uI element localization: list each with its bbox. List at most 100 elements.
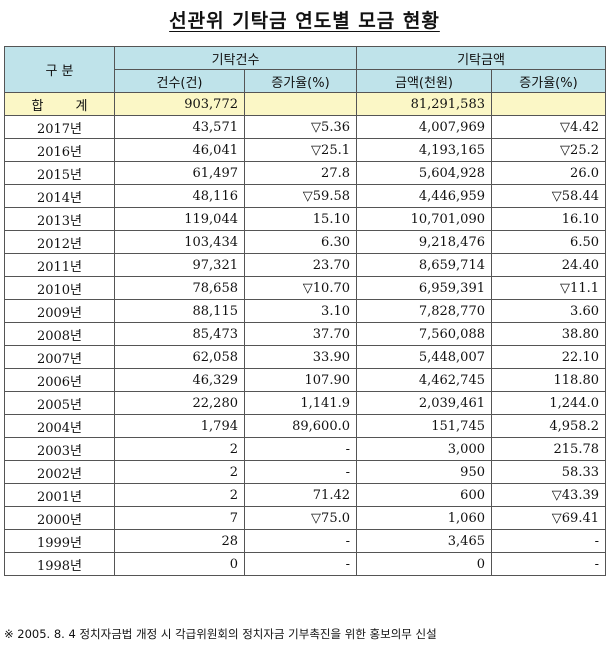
row-count-rate: 1,141.9 <box>244 391 357 415</box>
table-row: 1999년 28-3,465- <box>4 529 606 553</box>
row-year: 2007년 <box>4 345 115 369</box>
row-amount: 8,659,714 <box>356 253 492 277</box>
row-year: 2001년 <box>4 483 115 507</box>
row-count: 85,473 <box>114 322 245 346</box>
row-count: 103,434 <box>114 230 245 254</box>
total-label: 합 계 <box>4 92 115 116</box>
row-amount-rate: 16.10 <box>491 207 606 231</box>
table-row: 2001년 2 71.42 600 ▽43.39 <box>4 483 606 507</box>
table-row: 2000년 7 ▽75.0 1,060 ▽69.41 <box>4 506 606 530</box>
table-row: 2011년 97,321 23.70 8,659,714 24.40 <box>4 253 606 277</box>
total-count: 903,772 <box>114 92 245 116</box>
row-count: 28 <box>114 529 245 553</box>
header-count-group: 기탁건수 <box>114 46 357 70</box>
table-row: 2006년 46,329 107.90 4,462,745 118.80 <box>4 368 606 392</box>
row-amount: 151,745 <box>356 414 492 438</box>
row-year: 2004년 <box>4 414 115 438</box>
row-year: 2009년 <box>4 299 115 323</box>
row-year: 2017년 <box>4 115 115 139</box>
table-row: 2014년 48,116 ▽59.58 4,446,959 ▽58.44 <box>4 184 606 208</box>
table-row: 2007년 62,058 33.90 5,448,007 22.10 <box>4 345 606 369</box>
row-amount: 600 <box>356 483 492 507</box>
row-amount: 2,039,461 <box>356 391 492 415</box>
row-count: 48,116 <box>114 184 245 208</box>
row-count-rate: - <box>244 529 357 553</box>
row-amount: 5,448,007 <box>356 345 492 369</box>
row-count: 1,794 <box>114 414 245 438</box>
page-title: 선관위 기탁금 연도별 모금 현황 <box>0 6 609 33</box>
table-row: 2016년 46,041 ▽25.1 4,193,165 ▽25.2 <box>4 138 606 162</box>
row-count-rate: ▽5.36 <box>244 115 357 139</box>
row-amount-rate: 38.80 <box>491 322 606 346</box>
row-count: 119,044 <box>114 207 245 231</box>
row-count-rate: 71.42 <box>244 483 357 507</box>
row-amount: 3,465 <box>356 529 492 553</box>
row-count-rate: - <box>244 437 357 461</box>
table-row: 2003년 2-3,000 215.78 <box>4 437 606 461</box>
row-count-rate: 6.30 <box>244 230 357 254</box>
page-title-text: 선관위 기탁금 연도별 모금 현황 <box>169 10 440 32</box>
header-amount-group: 기탁금액 <box>356 46 606 70</box>
table-row: 2004년 1,794 89,600.0 151,745 4,958.2 <box>4 414 606 438</box>
header-count-rate: 증가율(%) <box>244 69 357 93</box>
table-row: 2005년 22,280 1,141.9 2,039,461 1,244.0 <box>4 391 606 415</box>
row-year: 2010년 <box>4 276 115 300</box>
row-count-rate: 107.90 <box>244 368 357 392</box>
header-count: 건수(건) <box>114 69 245 93</box>
row-count: 62,058 <box>114 345 245 369</box>
row-amount-rate: ▽11.1 <box>491 276 606 300</box>
row-amount: 4,446,959 <box>356 184 492 208</box>
row-year: 1998년 <box>4 552 115 576</box>
row-amount: 4,007,969 <box>356 115 492 139</box>
table-row: 2009년 88,115 3.10 7,828,770 3.60 <box>4 299 606 323</box>
row-count: 88,115 <box>114 299 245 323</box>
row-amount-rate: 26.0 <box>491 161 606 185</box>
table-row: 2013년 119,044 15.10 10,701,090 16.10 <box>4 207 606 231</box>
total-amount: 81,291,583 <box>356 92 492 116</box>
row-count: 22,280 <box>114 391 245 415</box>
row-count-rate: 3.10 <box>244 299 357 323</box>
row-count: 2 <box>114 460 245 484</box>
table-body: 합 계 903,772 81,291,583 2017년 43,571 ▽5.36 4… <box>4 92 606 576</box>
row-amount-rate: 1,244.0 <box>491 391 606 415</box>
row-count: 97,321 <box>114 253 245 277</box>
table-row: 1998년 0-0- <box>4 552 606 576</box>
row-amount-rate: - <box>491 529 606 553</box>
row-count-rate: ▽25.1 <box>244 138 357 162</box>
table-row: 2010년 78,658 ▽10.70 6,959,391 ▽11.1 <box>4 276 606 300</box>
row-count-rate: 37.70 <box>244 322 357 346</box>
row-year: 2005년 <box>4 391 115 415</box>
header-amount: 금액(천원) <box>356 69 492 93</box>
row-count-rate: ▽10.70 <box>244 276 357 300</box>
row-year: 2008년 <box>4 322 115 346</box>
row-count-rate: 15.10 <box>244 207 357 231</box>
row-amount: 0 <box>356 552 492 576</box>
row-amount-rate: ▽4.42 <box>491 115 606 139</box>
donation-table: 구 분 기탁건수 기탁금액 건수(건) 증가율(%) 금액(천원) 증가율(%)… <box>4 46 606 576</box>
row-amount-rate: ▽43.39 <box>491 483 606 507</box>
total-amount-rate <box>491 92 606 116</box>
table-row: 2015년 61,497 27.8 5,604,928 26.0 <box>4 161 606 185</box>
row-year: 2014년 <box>4 184 115 208</box>
row-amount-rate: ▽25.2 <box>491 138 606 162</box>
row-year: 2013년 <box>4 207 115 231</box>
row-amount: 4,462,745 <box>356 368 492 392</box>
row-count-rate: ▽59.58 <box>244 184 357 208</box>
row-count-rate: - <box>244 552 357 576</box>
table-row: 2017년 43,571 ▽5.36 4,007,969 ▽4.42 <box>4 115 606 139</box>
row-count: 2 <box>114 437 245 461</box>
row-year: 2011년 <box>4 253 115 277</box>
row-amount: 3,000 <box>356 437 492 461</box>
row-amount: 9,218,476 <box>356 230 492 254</box>
table-row: 2008년 85,473 37.70 7,560,088 38.80 <box>4 322 606 346</box>
row-amount: 10,701,090 <box>356 207 492 231</box>
row-amount: 1,060 <box>356 506 492 530</box>
row-count: 7 <box>114 506 245 530</box>
row-count: 46,041 <box>114 138 245 162</box>
row-count-rate: 33.90 <box>244 345 357 369</box>
row-count: 0 <box>114 552 245 576</box>
total-count-rate <box>244 92 357 116</box>
row-amount-rate: 24.40 <box>491 253 606 277</box>
row-amount-rate: ▽69.41 <box>491 506 606 530</box>
row-amount: 950 <box>356 460 492 484</box>
